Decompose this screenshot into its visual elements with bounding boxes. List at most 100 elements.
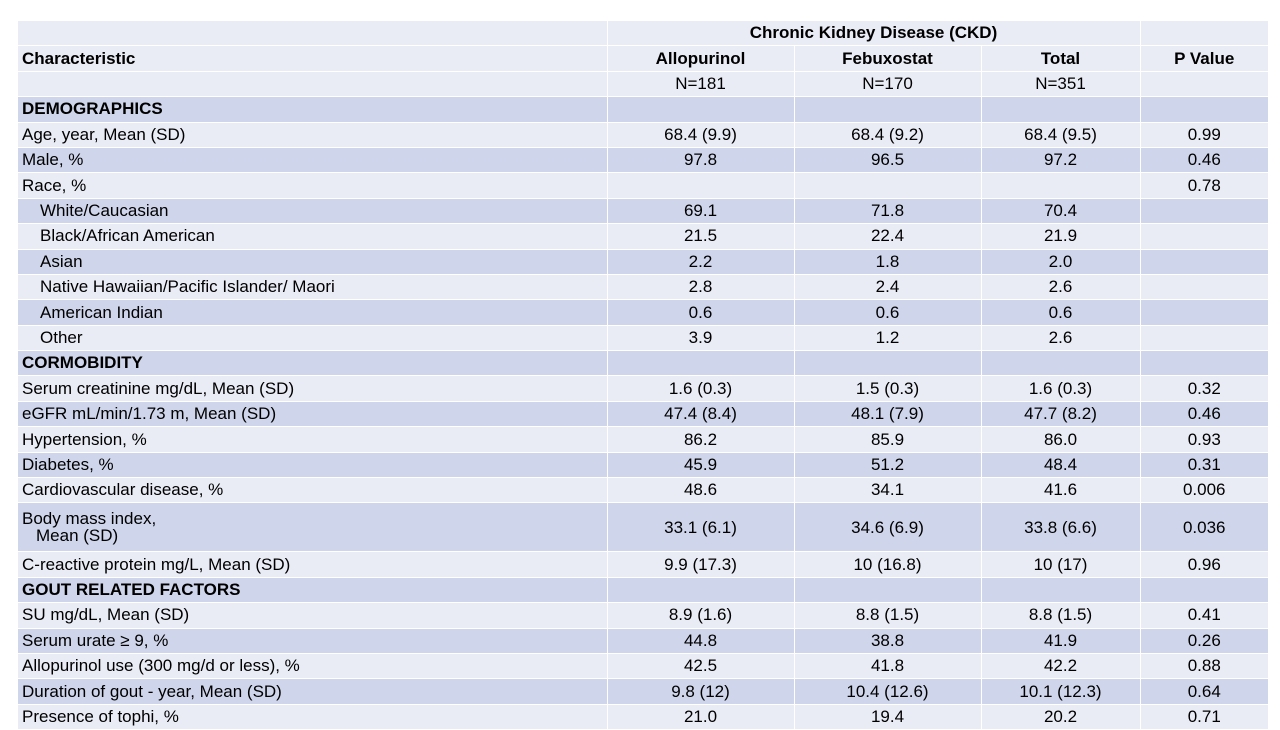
allopurinol-cell: 2.2 — [606, 249, 794, 275]
total-cell: 21.9 — [980, 223, 1140, 250]
total-cell: 47.7 (8.2) — [980, 401, 1140, 428]
table-row: Body mass index, Mean (SD) 33.1 (6.1) 34.6 … — [18, 502, 1268, 553]
total-cell: 97.2 — [980, 147, 1140, 174]
row-label: Race, % — [18, 172, 607, 199]
total-cell: 41.9 — [980, 628, 1140, 654]
allopurinol-cell: 68.4 (9.9) — [606, 122, 794, 148]
row-label-line: Mean (SD) — [36, 526, 119, 546]
febuxostat-cell: 19.4 — [793, 704, 981, 730]
allopurinol-cell: 48.6 — [606, 477, 794, 504]
total-cell: 68.4 (9.5) — [980, 122, 1140, 148]
table-row: Native Hawaiian/Pacific Islander/ Maori 2… — [18, 274, 1268, 301]
header-blank-cell — [1139, 21, 1268, 47]
febuxostat-cell: 8.8 (1.5) — [793, 602, 981, 629]
febuxostat-cell: 1.2 — [793, 325, 981, 352]
row-label: SU mg/dL, Mean (SD) — [18, 602, 607, 629]
p-value-cell: 0.71 — [1139, 704, 1268, 730]
febuxostat-cell: 2.4 — [793, 274, 981, 301]
febuxostat-cell: 34.1 — [793, 477, 981, 504]
table-row: Serum creatinine mg/dL, Mean (SD) 1.6 (0.… — [18, 375, 1268, 402]
row-label: Male, % — [18, 147, 607, 174]
table-row: C-reactive protein mg/L, Mean (SD) 9.9 (1… — [18, 551, 1268, 578]
row-label: Allopurinol use (300 mg/d or less), % — [18, 653, 607, 680]
febuxostat-cell — [793, 577, 981, 604]
p-value-cell: 0.006 — [1139, 477, 1268, 504]
allopurinol-cell: 47.4 (8.4) — [606, 401, 794, 428]
febuxostat-cell: 22.4 — [793, 223, 981, 250]
section-header-row: DEMOGRAPHICS — [18, 96, 1268, 123]
row-label: White/Caucasian — [18, 198, 607, 225]
total-cell: 86.0 — [980, 426, 1140, 453]
p-value-cell — [1139, 350, 1268, 377]
p-value-header: P Value — [1139, 45, 1268, 72]
row-label: Serum urate ≥ 9, % — [18, 628, 607, 654]
row-label: Cardiovascular disease, % — [18, 477, 607, 504]
total-header: Total — [980, 45, 1140, 72]
row-label: Duration of gout - year, Mean (SD) — [18, 678, 607, 705]
febuxostat-cell: 10.4 (12.6) — [793, 678, 981, 705]
row-label: Body mass index, Mean (SD) — [18, 502, 607, 553]
allopurinol-cell — [606, 577, 794, 604]
total-cell — [980, 172, 1140, 199]
allopurinol-cell: 33.1 (6.1) — [606, 502, 794, 553]
febuxostat-header: Febuxostat — [793, 45, 981, 72]
table-row: eGFR mL/min/1.73 m, Mean (SD) 47.4 (8.4) 4… — [18, 401, 1268, 428]
total-cell: 2.0 — [980, 249, 1140, 275]
p-value-cell: 0.31 — [1139, 452, 1268, 479]
total-cell: 10 (17) — [980, 551, 1140, 578]
total-cell: 2.6 — [980, 274, 1140, 301]
p-value-cell: 0.78 — [1139, 172, 1268, 199]
febuxostat-cell: 1.8 — [793, 249, 981, 275]
table-row: American Indian 0.6 0.6 0.6 — [18, 299, 1268, 326]
baseline-characteristics-table: Chronic Kidney Disease (CKD) Characteris… — [18, 21, 1268, 730]
total-cell — [980, 350, 1140, 377]
febuxostat-cell — [793, 172, 981, 199]
febuxostat-cell: 10 (16.8) — [793, 551, 981, 578]
p-value-cell: 0.96 — [1139, 551, 1268, 578]
febuxostat-cell: 85.9 — [793, 426, 981, 453]
febuxostat-cell: 68.4 (9.2) — [793, 122, 981, 148]
allopurinol-cell: 9.8 (12) — [606, 678, 794, 705]
row-label: Asian — [18, 249, 607, 275]
row-label: American Indian — [18, 299, 607, 326]
total-cell: 41.6 — [980, 477, 1140, 504]
p-value-cell: 0.46 — [1139, 401, 1268, 428]
allopurinol-cell — [606, 96, 794, 123]
p-value-cell: 0.64 — [1139, 678, 1268, 705]
table-row: SU mg/dL, Mean (SD) 8.9 (1.6) 8.8 (1.5) 8.8… — [18, 602, 1268, 629]
header-columns-row: Characteristic Allopurinol Febuxostat To… — [18, 45, 1268, 72]
row-label: Other — [18, 325, 607, 352]
p-value-cell — [1139, 198, 1268, 225]
febuxostat-cell — [793, 350, 981, 377]
total-cell: 10.1 (12.3) — [980, 678, 1140, 705]
allopurinol-cell: 2.8 — [606, 274, 794, 301]
row-label: eGFR mL/min/1.73 m, Mean (SD) — [18, 401, 607, 428]
allopurinol-cell: 1.6 (0.3) — [606, 375, 794, 402]
table-row: Other 3.9 1.2 2.6 — [18, 325, 1268, 352]
row-label: Hypertension, % — [18, 426, 607, 453]
header-blank-cell — [18, 71, 607, 98]
p-value-cell: 0.036 — [1139, 502, 1268, 553]
febuxostat-cell: 96.5 — [793, 147, 981, 174]
row-label-line: Body mass index, — [22, 508, 157, 528]
febuxostat-cell: 41.8 — [793, 653, 981, 680]
allopurinol-header: Allopurinol — [606, 45, 794, 72]
table-row: Black/African American 21.5 22.4 21.9 — [18, 223, 1268, 250]
p-value-cell: 0.26 — [1139, 628, 1268, 654]
table-row: Duration of gout - year, Mean (SD) 9.8 (1… — [18, 678, 1268, 705]
febuxostat-cell: 34.6 (6.9) — [793, 502, 981, 553]
allopurinol-cell: 0.6 — [606, 299, 794, 326]
febuxostat-cell: 0.6 — [793, 299, 981, 326]
febuxostat-cell: 51.2 — [793, 452, 981, 479]
total-cell: 70.4 — [980, 198, 1140, 225]
total-cell: 8.8 (1.5) — [980, 602, 1140, 629]
total-cell: 33.8 (6.6) — [980, 502, 1140, 553]
febuxostat-cell — [793, 96, 981, 123]
p-value-cell — [1139, 325, 1268, 352]
allopurinol-cell — [606, 350, 794, 377]
table-row: Male, % 97.8 96.5 97.2 0.46 — [18, 147, 1268, 174]
allopurinol-cell: 3.9 — [606, 325, 794, 352]
table-row: Diabetes, % 45.9 51.2 48.4 0.31 — [18, 452, 1268, 479]
p-value-cell — [1139, 249, 1268, 275]
allopurinol-cell: 45.9 — [606, 452, 794, 479]
